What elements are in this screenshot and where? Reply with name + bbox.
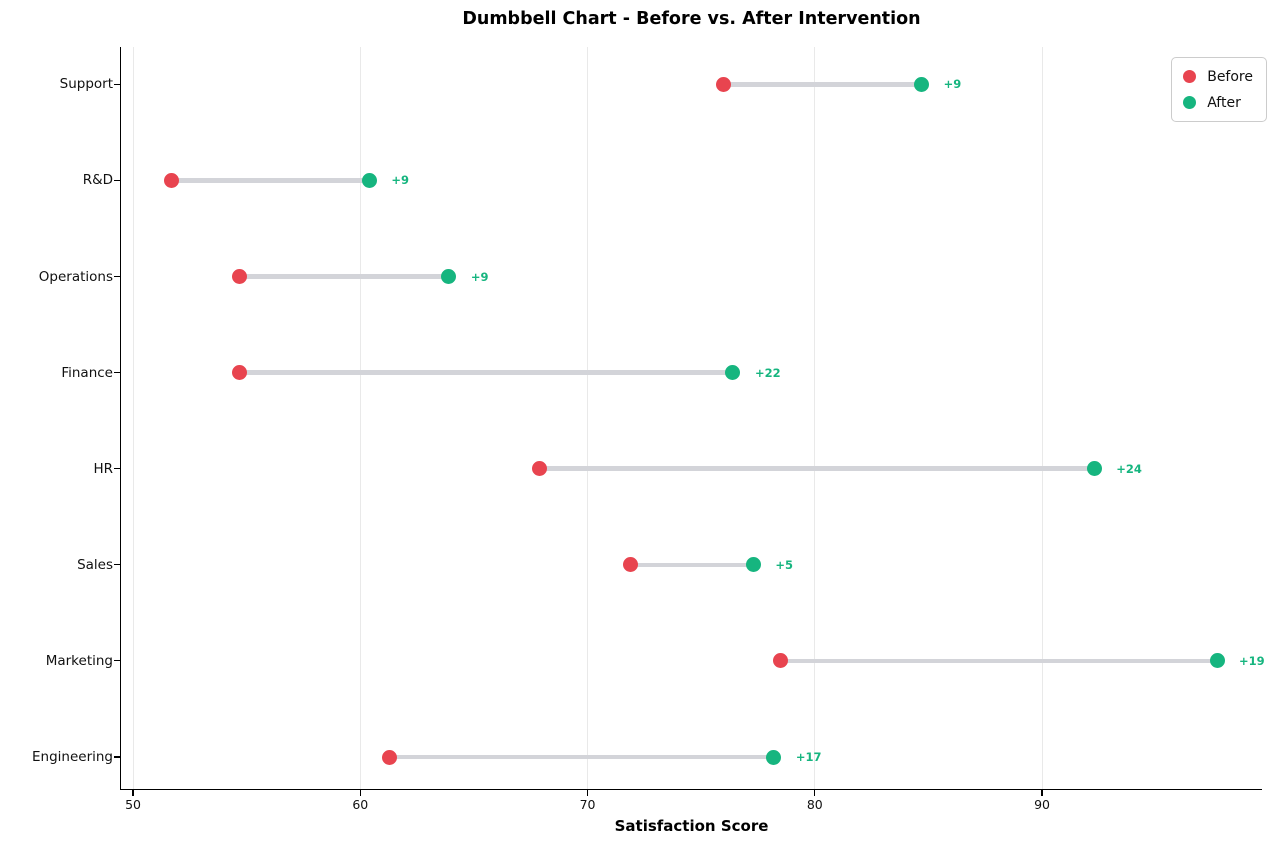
- before-dot-engineering: [382, 749, 398, 765]
- y-tick-operations: [114, 275, 121, 278]
- y-tick-label-engineering: Engineering: [32, 749, 113, 765]
- gridline-80: [814, 47, 816, 789]
- before-dot-finance: [232, 365, 248, 381]
- delta-label-hr: +24: [1116, 461, 1142, 476]
- x-tick-70: [586, 790, 589, 796]
- y-tick-label-operations: Operations: [38, 268, 113, 285]
- y-axis-spine: [120, 47, 122, 789]
- legend-label-before: Before: [1207, 68, 1253, 85]
- after-dot-hr: [1086, 461, 1102, 477]
- delta-label-marketing: +19: [1239, 653, 1265, 668]
- legend-item-after: After: [1183, 92, 1253, 113]
- x-tick-label-50: 50: [125, 797, 141, 812]
- x-tick-label-90: 90: [1034, 797, 1050, 812]
- y-tick-marketing: [114, 660, 121, 662]
- after-dot-finance: [725, 365, 741, 381]
- after-dot-operations: [441, 269, 457, 284]
- gridline-60: [359, 47, 361, 789]
- legend-swatch-before-icon: [1183, 70, 1197, 83]
- legend-item-before: Before: [1183, 66, 1253, 87]
- x-tick-90: [1041, 790, 1043, 796]
- connector-finance: [239, 370, 733, 375]
- before-dot-sales: [623, 557, 639, 573]
- y-tick-hr: [114, 468, 121, 470]
- delta-label-support: +9: [943, 77, 962, 92]
- before-dot-r-d: [164, 172, 180, 188]
- after-dot-sales: [745, 557, 761, 573]
- connector-engineering: [389, 754, 774, 760]
- y-tick-sales: [114, 564, 121, 566]
- connector-support: [723, 82, 922, 87]
- connector-marketing: [780, 658, 1217, 664]
- before-dot-support: [716, 76, 732, 92]
- gridline-50: [132, 47, 134, 789]
- x-tick-80: [814, 790, 816, 796]
- y-tick-label-finance: Finance: [61, 364, 113, 381]
- after-dot-engineering: [766, 749, 782, 765]
- x-tick-label-80: 80: [806, 797, 823, 812]
- delta-label-sales: +5: [775, 557, 794, 572]
- chart-title: Dumbbell Chart - Before vs. After Interv…: [462, 9, 921, 29]
- x-axis-spine: [120, 789, 1262, 791]
- after-dot-support: [914, 76, 930, 92]
- y-tick-label-support: Support: [59, 76, 113, 93]
- y-tick-label-r-d: R&D: [82, 172, 113, 189]
- before-dot-marketing: [773, 653, 789, 669]
- legend: Before After: [1171, 57, 1267, 122]
- y-tick-finance: [114, 372, 121, 374]
- before-dot-operations: [232, 269, 248, 284]
- legend-label-after: After: [1207, 94, 1241, 111]
- delta-label-operations: +9: [470, 269, 489, 284]
- connector-sales: [630, 562, 754, 568]
- connector-operations: [239, 274, 449, 279]
- connector-hr: [539, 466, 1095, 471]
- y-tick-r-d: [114, 179, 121, 181]
- y-tick-label-marketing: Marketing: [45, 652, 113, 669]
- x-tick-label-60: 60: [352, 797, 369, 812]
- gridline-70: [587, 47, 589, 789]
- before-dot-hr: [532, 461, 548, 477]
- delta-label-engineering: +17: [795, 750, 822, 764]
- x-tick-60: [359, 790, 361, 796]
- x-axis-label: Satisfaction Score: [614, 817, 769, 835]
- after-dot-marketing: [1209, 653, 1225, 669]
- y-tick-label-hr: HR: [93, 460, 113, 477]
- after-dot-r-d: [361, 172, 377, 188]
- legend-swatch-after-icon: [1183, 96, 1197, 109]
- delta-label-finance: +22: [754, 365, 781, 380]
- gridline-90: [1041, 47, 1043, 789]
- connector-r-d: [171, 178, 370, 183]
- y-tick-support: [114, 83, 121, 85]
- y-tick-engineering: [114, 756, 121, 758]
- x-tick-label-70: 70: [579, 797, 596, 812]
- x-tick-50: [132, 790, 134, 796]
- y-tick-label-sales: Sales: [77, 556, 113, 573]
- plot-area: +9 +9 +9 +22 +24 +5 +19 +17: [121, 47, 1265, 789]
- delta-label-r-d: +9: [391, 173, 410, 188]
